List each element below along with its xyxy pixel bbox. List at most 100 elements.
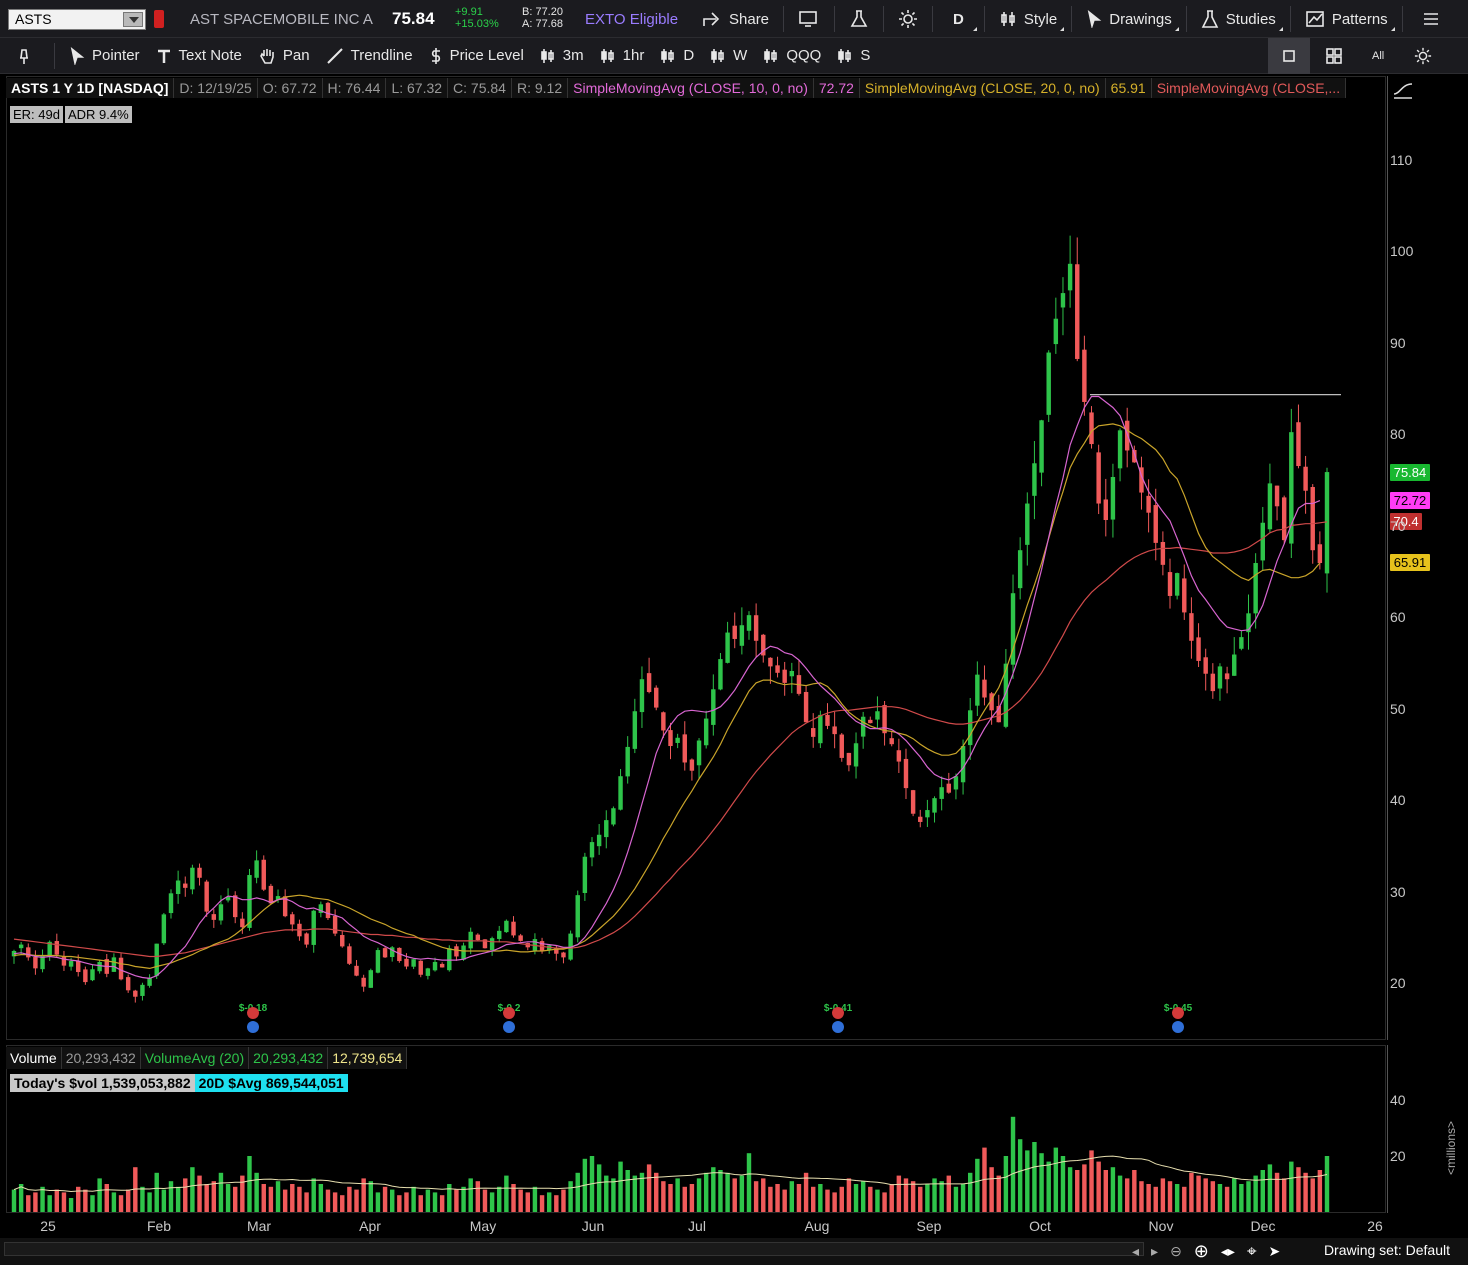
square-icon (1283, 50, 1295, 62)
share-icon (703, 12, 720, 26)
grid-icon (1326, 48, 1342, 64)
zoom-out-icon[interactable]: ⊖ (1170, 1243, 1182, 1259)
studies-flask-icon (1201, 10, 1219, 28)
price-level-tool[interactable]: Price Level (421, 40, 532, 72)
time-tick-label: Nov (1148, 1218, 1174, 1234)
price-tick-label: 110 (1390, 151, 1413, 168)
pointer-icon (70, 46, 85, 65)
volume-avg-label[interactable]: VolumeAvg (20) (140, 1047, 250, 1069)
chart-gear-button[interactable] (1398, 40, 1448, 72)
candles-icon (711, 48, 724, 63)
today-dollar-volume: Today's $vol 1,539,053,882 (10, 1074, 195, 1092)
sma50-label[interactable]: SimpleMovingAvg (CLOSE,... (1151, 78, 1347, 98)
gear-button[interactable] (890, 3, 926, 35)
er-badge: ER: 49d (10, 106, 63, 123)
timeframe-d[interactable]: D (652, 40, 702, 72)
sma10-label[interactable]: SimpleMovingAvg (CLOSE, 10, 0, no) (568, 78, 814, 98)
timeframe-qqq[interactable]: QQQ (755, 40, 829, 72)
candles-icon (764, 48, 778, 63)
trendline-icon (326, 47, 343, 64)
volume-panel[interactable] (6, 1045, 1386, 1213)
drawings-button[interactable]: Drawings (1078, 3, 1180, 35)
price-level-label: Price Level (449, 47, 524, 64)
expand-icon[interactable]: ◂▸ (1220, 1243, 1235, 1259)
last-price-tag: 75.84 (1390, 464, 1430, 481)
pointer-tool[interactable]: Pointer (61, 40, 148, 72)
er-adr-badges: ER: 49d ADR 9.4% (10, 106, 132, 123)
studies-label: Studies (1225, 10, 1276, 28)
price-tick-label: 30 (1390, 883, 1406, 900)
timeframe-3m[interactable]: 3m (532, 40, 592, 72)
patterns-icon (1306, 11, 1324, 27)
price-axis[interactable] (1387, 76, 1468, 1040)
aggregation-selector[interactable]: D (939, 3, 978, 35)
symbol-dropdown-button[interactable] (123, 12, 143, 27)
exto-eligible-link[interactable]: EXTO Eligible (585, 11, 679, 28)
trendline-shortcut-button[interactable] (1392, 80, 1414, 103)
candles-icon (661, 48, 675, 63)
text-icon (157, 49, 170, 63)
candles-icon (540, 48, 554, 63)
style-button[interactable]: Style (991, 3, 1065, 35)
low-value: L: 67.32 (386, 78, 449, 98)
flask-button[interactable] (841, 3, 877, 35)
sma10-price-tag: 72.72 (1390, 492, 1430, 509)
timeframe-s[interactable]: S (829, 40, 878, 72)
patterns-button[interactable]: Patterns (1297, 3, 1396, 35)
price-tick-label: 80 (1390, 426, 1406, 442)
pin-button[interactable] (0, 40, 48, 72)
hamburger-icon (1423, 13, 1438, 25)
drawings-label: Drawings (1109, 10, 1172, 28)
volume-avg-value-2: 12,739,654 (328, 1047, 408, 1069)
chart-settings-button[interactable] (790, 3, 828, 35)
timeframe-d-label: D (683, 47, 695, 64)
pan-tool[interactable]: Pan (250, 40, 318, 72)
pointer-label: Pointer (92, 47, 140, 64)
company-name: AST SPACEMOBILE INC A (190, 11, 373, 28)
alert-flag-icon[interactable] (154, 10, 164, 28)
share-button[interactable]: Share (694, 3, 777, 35)
zoom-in-icon[interactable]: ⊕ (1193, 1241, 1209, 1261)
bid-price: B: 77.20 (522, 6, 563, 18)
drawing-set-label[interactable]: Drawing set: Default (1323, 1242, 1450, 1258)
volume-value: 20,293,432 (61, 1047, 141, 1069)
scroll-left-icon[interactable]: ◂ (1132, 1243, 1140, 1259)
cursor-icon[interactable]: ➤ (1268, 1243, 1281, 1259)
pan-label: Pan (282, 47, 310, 64)
menu-button[interactable] (1409, 3, 1453, 35)
trendline-tool[interactable]: Trendline (318, 40, 421, 72)
scroll-right-icon[interactable]: ▸ (1151, 1243, 1159, 1259)
candle-style-icon (1001, 12, 1015, 26)
cursor-icon (1087, 10, 1102, 28)
crosshair-icon[interactable]: ⌖ (1246, 1241, 1257, 1261)
all-button[interactable]: All (1358, 40, 1398, 72)
volume-axis[interactable] (1387, 1045, 1468, 1213)
trendline-label: Trendline (350, 47, 413, 64)
candles-icon (838, 48, 852, 63)
time-tick-label: Feb (146, 1218, 172, 1234)
price-chart-panel[interactable] (6, 76, 1386, 1040)
price-tick-label: 60 (1390, 609, 1406, 625)
trend-chart-icon (1393, 83, 1413, 99)
timeframe-w[interactable]: W (702, 40, 755, 72)
single-layout-button[interactable] (1268, 38, 1310, 74)
time-scrollbar[interactable] (4, 1242, 1144, 1256)
gear-icon (1415, 47, 1432, 65)
price-change: +9.91 +15.03% (455, 6, 499, 30)
time-tick-label: Jun (581, 1218, 605, 1234)
time-tick-label: Oct (1029, 1218, 1051, 1234)
studies-button[interactable]: Studies (1193, 3, 1284, 35)
time-tick-label: 25 (40, 1218, 56, 1234)
timeframe-1hr[interactable]: 1hr (592, 40, 653, 72)
grid-layout-button[interactable] (1310, 40, 1358, 72)
text-note-tool[interactable]: Text Note (148, 40, 250, 72)
sma10-value: 72.72 (813, 78, 860, 98)
candles-icon (600, 48, 614, 63)
price-tick-label: 50 (1390, 700, 1406, 717)
sma20-label[interactable]: SimpleMovingAvg (CLOSE, 20, 0, no) (859, 78, 1106, 98)
sma20-price-tag: 65.91 (1390, 554, 1430, 571)
volume-tick-label: 20 (1390, 1148, 1406, 1164)
price-tick-label: 100 (1390, 243, 1414, 259)
symbol-input[interactable]: ASTS (8, 9, 146, 30)
timeframe-qqq-label: QQQ (786, 47, 822, 64)
